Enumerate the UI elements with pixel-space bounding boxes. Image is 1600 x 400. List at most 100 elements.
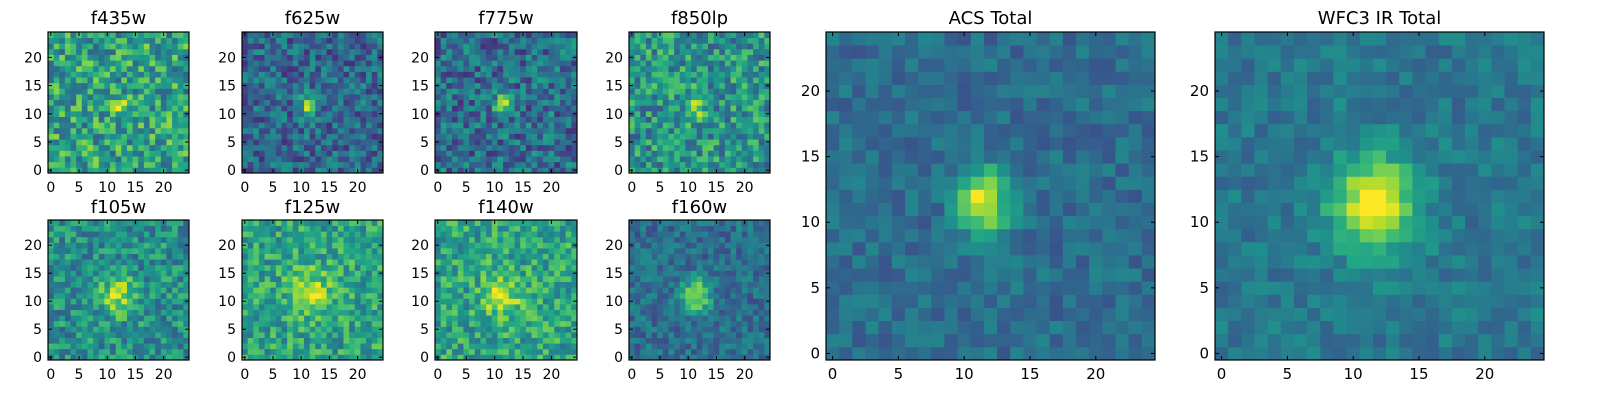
heatmap-cell <box>480 82 487 89</box>
heatmap-cell <box>264 304 271 310</box>
heatmap-cell <box>76 236 83 243</box>
heatmap-cell <box>160 287 167 294</box>
heatmap-cell <box>132 48 139 55</box>
heatmap-cell <box>435 264 442 271</box>
heatmap-cell <box>110 220 117 226</box>
heatmap-cell <box>172 156 179 163</box>
heatmap-cell <box>542 287 549 294</box>
heatmap-cell <box>172 259 179 266</box>
heatmap-cell <box>247 99 254 106</box>
heatmap-cell <box>337 343 344 350</box>
heatmap-cell <box>463 326 470 333</box>
heatmap-cell <box>503 298 510 305</box>
heatmap-cell <box>138 276 145 282</box>
heatmap-cell <box>81 281 88 288</box>
heatmap-cell <box>707 167 714 174</box>
heatmap-cell <box>337 304 344 310</box>
heatmap-cell <box>70 65 77 72</box>
heatmap-cell <box>264 110 271 117</box>
heatmap-cell <box>525 82 532 89</box>
heatmap-cell <box>377 309 384 316</box>
heatmap-cell <box>177 248 184 254</box>
heatmap-cell <box>270 94 277 101</box>
heatmap-cell <box>349 320 356 327</box>
heatmap-cell <box>343 77 350 84</box>
heatmap-cell <box>758 139 765 146</box>
heatmap-cell <box>126 326 133 333</box>
heatmap-cell <box>258 37 265 44</box>
heatmap-cell <box>132 326 139 333</box>
heatmap-cell <box>264 54 271 61</box>
heatmap-cell <box>730 326 737 333</box>
heatmap-cell <box>48 88 55 95</box>
heatmap-cell <box>724 315 731 322</box>
heatmap-cell <box>366 99 373 106</box>
heatmap-cell <box>126 259 133 266</box>
heatmap-cell <box>480 253 487 260</box>
heatmap-cell <box>730 116 737 123</box>
heatmap-cell <box>480 298 487 305</box>
heatmap-cell <box>565 253 572 260</box>
heatmap-cell <box>264 298 271 305</box>
heatmap-cell <box>287 304 294 310</box>
heatmap-cell <box>366 354 373 361</box>
heatmap-cell <box>298 231 305 238</box>
heatmap-cell <box>559 144 567 151</box>
heatmap-cell <box>320 94 327 101</box>
heatmap-cell <box>360 65 367 72</box>
heatmap-cell <box>480 337 487 344</box>
heatmap-cell <box>309 231 316 238</box>
heatmap-cell <box>275 127 282 134</box>
heatmap-cell <box>503 60 510 67</box>
heatmap-cell <box>53 220 60 226</box>
heatmap-cell <box>281 65 288 72</box>
heatmap-cell <box>177 71 184 78</box>
heatmap-cell <box>76 150 83 157</box>
heatmap-cell <box>366 236 373 243</box>
heatmap-cell <box>724 161 731 168</box>
heatmap-cell <box>741 309 748 316</box>
heatmap-cell <box>446 77 453 84</box>
heatmap-cell <box>326 253 333 260</box>
heatmap-cell <box>287 37 294 44</box>
heatmap-cell <box>258 332 265 338</box>
heatmap-cell <box>508 315 515 322</box>
heatmap-cell <box>497 156 504 163</box>
heatmap-cell <box>474 225 481 232</box>
heatmap-cell <box>304 43 311 50</box>
heatmap-cell <box>292 292 299 299</box>
heatmap-cell <box>730 343 737 350</box>
heatmap-cell <box>104 315 111 322</box>
heatmap-cell <box>758 37 765 44</box>
heatmap-cell <box>121 116 128 123</box>
heatmap-cell <box>264 139 271 146</box>
heatmap-cell <box>354 248 361 254</box>
heatmap-cell <box>764 348 771 355</box>
heatmap-cell <box>64 43 71 50</box>
heatmap-cell <box>730 43 737 50</box>
heatmap-cell <box>559 139 567 146</box>
heatmap-cell <box>160 225 167 232</box>
heatmap-cell <box>104 110 111 117</box>
heatmap-cell <box>138 281 145 288</box>
heatmap-cell <box>81 37 88 44</box>
x-tick-label: 15 <box>321 367 339 383</box>
heatmap-cell <box>685 292 692 299</box>
heatmap-cell <box>377 127 384 134</box>
heatmap-cell <box>264 82 271 89</box>
heatmap-cell <box>497 60 504 67</box>
heatmap-cell <box>508 48 515 55</box>
heatmap-cell <box>696 94 703 101</box>
heatmap-cell <box>343 167 350 174</box>
heatmap-cell <box>292 122 299 129</box>
heatmap-cell <box>435 259 442 266</box>
heatmap-cell <box>247 264 254 271</box>
heatmap-cell <box>474 248 481 254</box>
heatmap-cell <box>503 287 510 294</box>
heatmap-cell <box>59 127 66 134</box>
heatmap-cell <box>707 127 714 134</box>
heatmap-cell <box>287 116 294 123</box>
heatmap-cell <box>166 225 173 232</box>
heatmap-cell <box>469 144 476 151</box>
heatmap-cell <box>183 99 190 106</box>
